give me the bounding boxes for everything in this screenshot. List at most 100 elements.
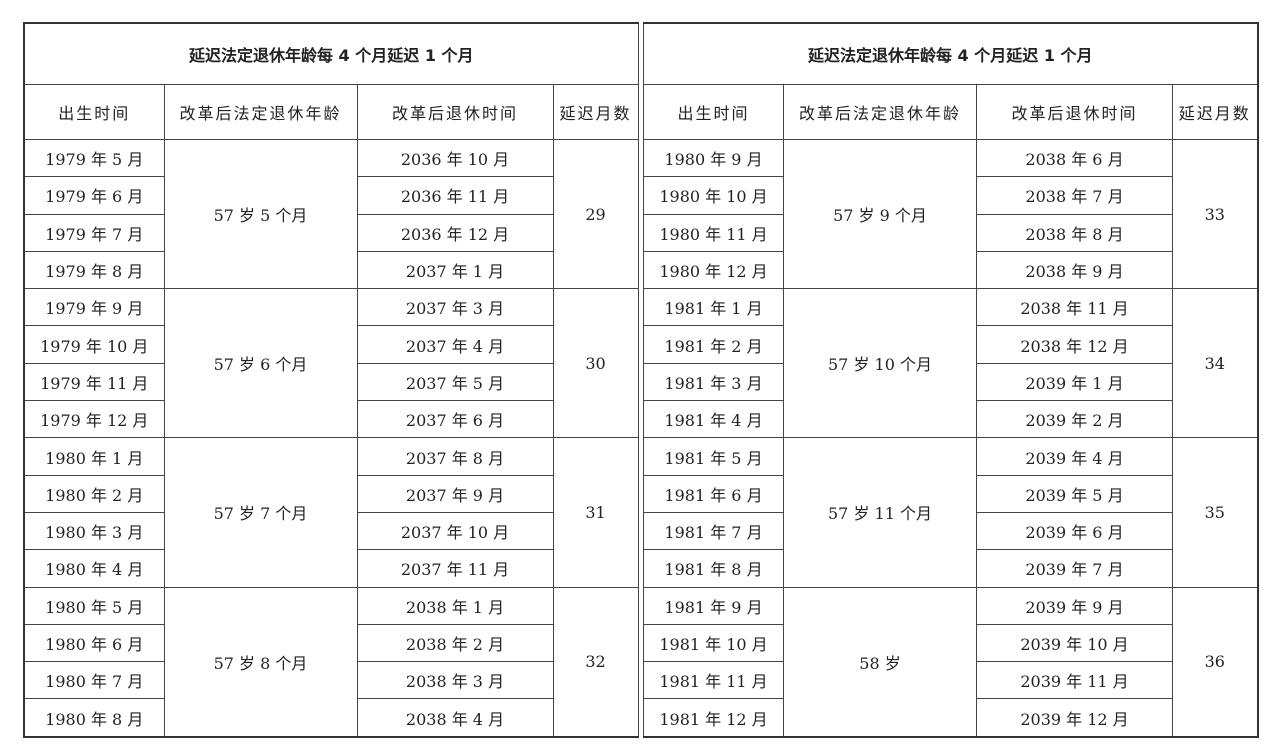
retirement-date-cell: 2037 年 6 月 (356, 400, 554, 439)
retirement-date-cell: 2039 年 9 月 (976, 586, 1173, 625)
birth-date-cell: 1979 年 9 月 (23, 288, 165, 327)
birth-date-cell: 1981 年 1 月 (643, 288, 784, 327)
birth-date-cell: 1981 年 6 月 (643, 474, 784, 513)
retirement-age-cell: 57 岁 11 个月 (783, 437, 977, 588)
retirement-date-cell: 2039 年 10 月 (976, 623, 1173, 663)
retirement-date-cell: 2037 年 1 月 (356, 250, 554, 290)
table-row: 1979 年 6 月 2036 年 11 月 (23, 176, 638, 215)
delay-months-cell: 31 (552, 437, 639, 588)
retirement-date-cell: 2037 年 10 月 (356, 511, 554, 551)
retirement-date-cell: 2038 年 6 月 (976, 138, 1173, 178)
retirement-date-cell: 2038 年 3 月 (356, 661, 554, 700)
title-row: 延迟法定退休年龄每 4 个月延迟 1 个月 (643, 22, 1258, 85)
retirement-date-cell: 2036 年 12 月 (356, 213, 554, 252)
retirement-date-cell: 2038 年 12 月 (976, 325, 1173, 364)
table-row: 1979 年 8 月 2037 年 1 月 (23, 250, 638, 290)
birth-date-cell: 1980 年 2 月 (23, 474, 165, 513)
table-title: 延迟法定退休年龄每 4 个月延迟 1 个月 (643, 22, 1258, 85)
retirement-age-cell: 57 岁 6 个月 (163, 288, 358, 439)
retirement-date-cell: 2037 年 4 月 (356, 325, 554, 364)
retirement-date-cell: 2039 年 2 月 (976, 400, 1173, 439)
table-row: 1980 年 4 月 2037 年 11 月 (23, 549, 638, 588)
retirement-date-cell: 2038 年 7 月 (976, 176, 1173, 215)
table-row: 1981 年 5 月 57 岁 11 个月 2039 年 4 月 35 (643, 437, 1258, 588)
retirement-date-cell: 2038 年 4 月 (356, 698, 554, 738)
table-row: 1981 年 2 月 2038 年 12 月 (643, 325, 1258, 364)
table-row: 1980 年 1 月 57 岁 7 个月 2037 年 8 月 31 (23, 437, 639, 588)
birth-date-cell: 1980 年 8 月 (23, 698, 165, 738)
retirement-age-cell: 57 岁 5 个月 (163, 138, 358, 290)
retirement-age-cell: 57 岁 10 个月 (783, 288, 977, 439)
retirement-age-cell: 57 岁 9 个月 (783, 138, 977, 290)
column-header: 延迟月数 (1172, 84, 1258, 140)
retirement-date-cell: 2039 年 5 月 (976, 474, 1173, 513)
birth-date-cell: 1979 年 12 月 (23, 400, 165, 439)
birth-date-cell: 1979 年 5 月 (23, 138, 165, 178)
column-header: 延迟月数 (552, 84, 639, 140)
retirement-date-cell: 2038 年 8 月 (976, 213, 1173, 252)
table-row: 1980 年 12 月 2038 年 9 月 (643, 250, 1258, 290)
header-row: 出生时间 改革后法定退休年龄 改革后退休时间 延迟月数 (643, 84, 1258, 140)
birth-date-cell: 1981 年 7 月 (643, 511, 784, 551)
retirement-age-cell: 57 岁 7 个月 (163, 437, 358, 588)
birth-date-cell: 1980 年 7 月 (23, 661, 165, 700)
table-row: 1979 年 7 月 2036 年 12 月 (23, 213, 638, 252)
column-header: 改革后法定退休年龄 (163, 84, 358, 140)
birth-date-cell: 1979 年 6 月 (23, 176, 165, 215)
table-row: 1980 年 11 月 2038 年 8 月 (643, 213, 1258, 252)
table-row: 1980 年 9 月 57 岁 9 个月 2038 年 6 月 33 (643, 138, 1258, 290)
table-row: 1981 年 9 月 58 岁 2039 年 9 月 36 (643, 586, 1258, 738)
retirement-date-cell: 2037 年 11 月 (356, 549, 554, 588)
birth-date-cell: 1981 年 3 月 (643, 362, 784, 402)
column-header: 出生时间 (643, 84, 784, 140)
delay-months-cell: 36 (1172, 586, 1258, 738)
birth-date-cell: 1980 年 1 月 (23, 437, 165, 476)
birth-date-cell: 1979 年 11 月 (23, 362, 165, 402)
table-row: 1981 年 1 月 57 岁 10 个月 2038 年 11 月 34 (643, 288, 1258, 439)
birth-date-cell: 1979 年 7 月 (23, 213, 165, 252)
delay-months-cell: 33 (1172, 138, 1258, 290)
table-row: 1980 年 3 月 2037 年 10 月 (23, 511, 638, 551)
birth-date-cell: 1980 年 9 月 (643, 138, 784, 178)
table-row: 1981 年 11 月 2039 年 11 月 (643, 661, 1258, 700)
table-row: 1980 年 5 月 57 岁 8 个月 2038 年 1 月 32 (23, 586, 639, 738)
birth-date-cell: 1981 年 8 月 (643, 549, 784, 588)
table-row: 1979 年 10 月 2037 年 4 月 (23, 325, 638, 364)
column-header: 改革后退休时间 (976, 84, 1173, 140)
table-row: 1980 年 2 月 2037 年 9 月 (23, 474, 638, 513)
table-row: 1979 年 9 月 57 岁 6 个月 2037 年 3 月 30 (23, 288, 639, 439)
birth-date-cell: 1980 年 12 月 (643, 250, 784, 290)
retirement-table-left: 延迟法定退休年龄每 4 个月延迟 1 个月 出生时间 改革后法定退休年龄 改革后退休时… (23, 22, 639, 738)
delay-months-cell: 29 (552, 138, 639, 290)
table-row: 1980 年 10 月 2038 年 7 月 (643, 176, 1258, 215)
retirement-date-cell: 2038 年 2 月 (356, 623, 554, 663)
retirement-date-cell: 2037 年 3 月 (356, 288, 554, 327)
column-header: 出生时间 (23, 84, 165, 140)
birth-date-cell: 1981 年 2 月 (643, 325, 784, 364)
table-row: 1981 年 10 月 2039 年 10 月 (643, 623, 1258, 663)
retirement-date-cell: 2037 年 9 月 (356, 474, 554, 513)
table-row: 1980 年 7 月 2038 年 3 月 (23, 661, 638, 700)
retirement-date-cell: 2039 年 1 月 (976, 362, 1173, 402)
birth-date-cell: 1980 年 4 月 (23, 549, 165, 588)
retirement-date-cell: 2039 年 7 月 (976, 549, 1173, 588)
retirement-date-cell: 2037 年 8 月 (356, 437, 554, 476)
retirement-date-cell: 2038 年 1 月 (356, 586, 554, 625)
birth-date-cell: 1980 年 10 月 (643, 176, 784, 215)
birth-date-cell: 1981 年 5 月 (643, 437, 784, 476)
delay-months-cell: 30 (552, 288, 639, 439)
retirement-date-cell: 2039 年 6 月 (976, 511, 1173, 551)
retirement-date-cell: 2039 年 12 月 (976, 698, 1173, 738)
table-title: 延迟法定退休年龄每 4 个月延迟 1 个月 (23, 22, 639, 85)
table-row: 1981 年 12 月 2039 年 12 月 (643, 698, 1258, 738)
retirement-age-cell: 57 岁 8 个月 (163, 586, 358, 738)
delay-months-cell: 34 (1172, 288, 1258, 439)
table-row: 1980 年 6 月 2038 年 2 月 (23, 623, 638, 663)
table-row: 1979 年 5 月 57 岁 5 个月 2036 年 10 月 29 (23, 138, 639, 290)
retirement-date-cell: 2039 年 11 月 (976, 661, 1173, 700)
birth-date-cell: 1981 年 11 月 (643, 661, 784, 700)
delay-months-cell: 35 (1172, 437, 1258, 588)
birth-date-cell: 1981 年 9 月 (643, 586, 784, 625)
birth-date-cell: 1980 年 11 月 (643, 213, 784, 252)
birth-date-cell: 1980 年 6 月 (23, 623, 165, 663)
